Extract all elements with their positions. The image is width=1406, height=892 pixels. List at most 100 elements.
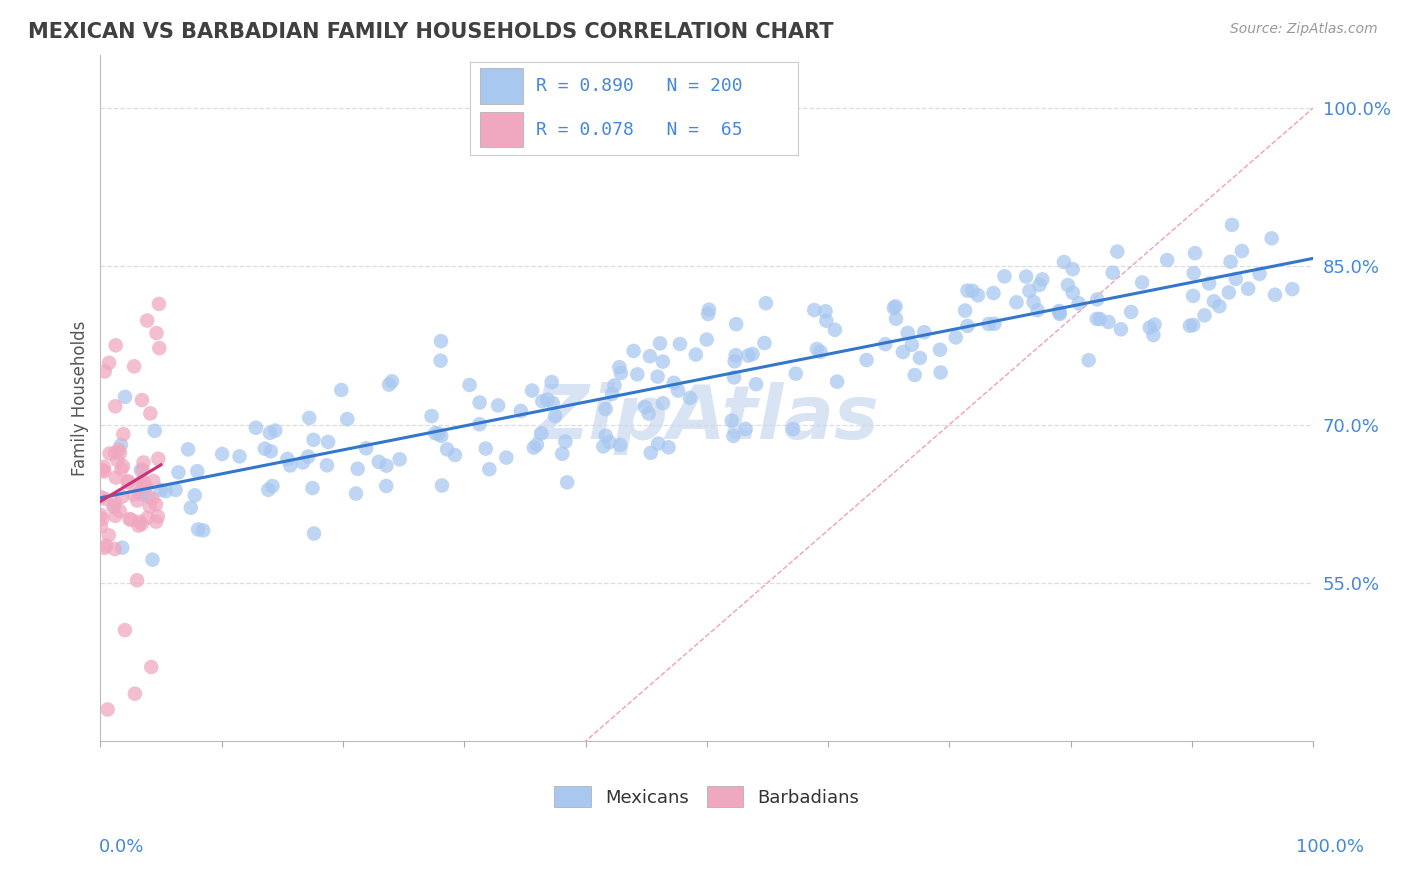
Point (145, 515, 167, 529)
Point (128, 515, 150, 529)
Point (436, 442, 458, 457)
Point (425, 426, 447, 441)
Point (598, 435, 620, 450)
Point (141, 660, 163, 674)
Point (98, 356, 121, 370)
Point (1182, 318, 1205, 332)
Point (803, 303, 825, 318)
Point (122, 488, 145, 502)
Point (782, 422, 804, 436)
Point (1057, 278, 1080, 293)
Point (114, 623, 136, 637)
Point (745, 377, 768, 392)
Point (977, 317, 1000, 331)
Point (724, 348, 747, 362)
Point (1143, 318, 1166, 332)
Point (962, 284, 984, 298)
Point (754, 336, 776, 351)
Point (531, 394, 554, 409)
Point (135, 480, 157, 494)
Point (125, 574, 148, 588)
Point (429, 353, 451, 368)
Point (111, 490, 134, 504)
Point (131, 475, 153, 489)
Point (523, 441, 546, 455)
Point (1281, 282, 1303, 296)
Point (723, 370, 745, 384)
Point (825, 375, 848, 389)
Point (316, 434, 339, 449)
Point (98, 446, 121, 460)
Point (637, 407, 659, 421)
Point (1156, 253, 1178, 268)
Point (344, 486, 367, 500)
Point (276, 452, 298, 467)
Point (193, 524, 215, 538)
Point (724, 354, 747, 368)
Point (430, 334, 453, 348)
Point (1260, 231, 1282, 245)
Point (536, 392, 558, 407)
Point (662, 376, 685, 390)
Point (91, 511, 114, 525)
Point (167, 466, 190, 480)
Point (609, 438, 631, 452)
Point (884, 299, 907, 313)
Point (1237, 282, 1260, 296)
Point (93, 465, 115, 479)
Point (89, 490, 111, 504)
Point (118, 512, 141, 526)
Point (647, 436, 669, 450)
Point (180, 500, 202, 515)
Point (1264, 287, 1286, 301)
Point (657, 440, 679, 454)
Point (111, 541, 134, 555)
Point (1077, 353, 1099, 368)
Point (755, 296, 778, 310)
Point (1121, 305, 1143, 319)
Text: 0.0%: 0.0% (98, 838, 143, 856)
Point (1218, 285, 1240, 300)
Point (142, 474, 165, 488)
Point (1062, 285, 1084, 300)
Point (1230, 244, 1253, 258)
Text: MEXICAN VS BARBADIAN FAMILY HOUSEHOLDS CORRELATION CHART: MEXICAN VS BARBADIAN FAMILY HOUSEHOLDS C… (28, 22, 834, 42)
Point (104, 446, 127, 460)
Point (129, 481, 152, 495)
Point (1005, 295, 1028, 310)
Point (1130, 276, 1153, 290)
Point (186, 464, 208, 478)
Point (388, 452, 411, 467)
Point (90, 519, 112, 533)
Point (378, 377, 401, 392)
Point (626, 368, 648, 382)
Point (301, 481, 323, 495)
Point (97, 702, 120, 716)
Point (155, 484, 177, 499)
Point (1049, 306, 1071, 320)
Point (136, 511, 159, 525)
Point (104, 508, 127, 523)
Point (96, 539, 118, 553)
Point (90, 508, 112, 522)
Point (302, 526, 325, 541)
Point (737, 349, 759, 363)
Point (1178, 318, 1201, 333)
Point (103, 500, 125, 514)
Point (187, 523, 209, 537)
Point (815, 313, 838, 327)
Point (94, 364, 117, 378)
Point (291, 455, 314, 469)
Point (262, 479, 284, 493)
Point (104, 495, 127, 509)
Point (983, 286, 1005, 301)
Point (148, 297, 170, 311)
Point (666, 384, 689, 398)
Point (1109, 322, 1132, 336)
Point (983, 317, 1005, 331)
Point (136, 313, 159, 327)
Point (134, 475, 156, 490)
Point (245, 421, 267, 435)
Point (908, 351, 931, 365)
Text: Source: ZipAtlas.com: Source: ZipAtlas.com (1230, 22, 1378, 37)
